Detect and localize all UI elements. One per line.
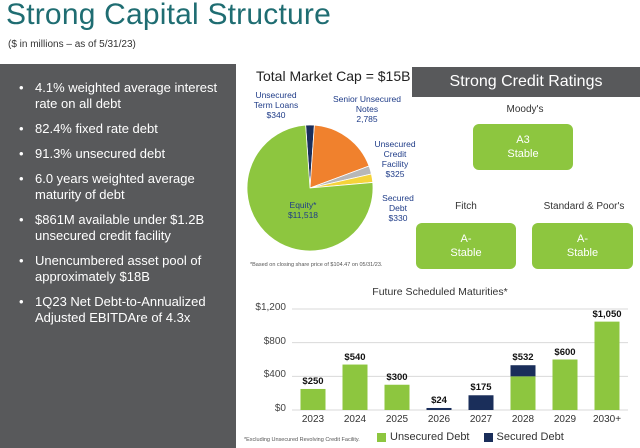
rating-outlook: Stable [450,247,482,259]
legend-label-unsecured: Unsecured Debt [390,431,470,443]
highlight-item: $861M available under $1.2B unsecured cr… [19,212,232,244]
bar-value-label: $600 [554,346,576,358]
bar-secured-debt [510,365,536,377]
bar-value-label: $1,050 [592,308,622,320]
agency-name-sp: Standard & Poor's [543,201,625,212]
rating-value: A- [577,233,588,245]
bar-unsecured-debt [300,388,326,410]
bar-unsecured-debt [594,321,620,410]
rating-value: A3 [516,134,530,146]
highlight-item: 1Q23 Net Debt-to-Annualized Adjusted EBI… [19,294,232,326]
bar-unsecured-debt [384,384,410,410]
highlight-item: 91.3% unsecured debt [19,146,232,162]
bar-value-label: $175 [470,382,492,394]
highlight-item: 82.4% fixed rate debt [19,121,232,137]
pie-label-equity: Equity* $11,518 [287,200,319,220]
chart-legend: Unsecured Debt Secured Debt [377,431,564,443]
x-tick-label: 2025 [385,414,409,425]
pie-label-senior-notes: Senior Unsecured Notes 2,785 [332,94,402,124]
ratings-header: Strong Credit Ratings [412,67,640,97]
highlight-item: 4.1% weighted average interest rate on a… [19,80,232,112]
market-cap-title: Total Market Cap = $15B [256,68,411,84]
rating-box-fitch: A- Stable [416,223,516,269]
page-subtitle: ($ in millions – as of 5/31/23) [8,39,136,50]
x-tick-label: 2030+ [592,414,622,425]
pie-label-secured-debt: Secured Debt $330 [382,193,414,223]
rating-outlook: Stable [566,247,599,259]
legend-swatch-secured [483,432,493,442]
y-tick-label: $400 [263,369,286,381]
highlights-list: 4.1% weighted average interest rate on a… [19,80,232,335]
agency-name-moodys: Moody's [506,104,544,115]
x-tick-label: 2023 [301,414,325,425]
legend-label-secured: Secured Debt [496,431,564,443]
pie-label-credit-facility: Unsecured Credit Facility $325 [374,139,416,179]
chart-footnote: *Excluding Unsecured Revolving Credit Fa… [244,437,360,443]
highlights-panel: 4.1% weighted average interest rate on a… [0,64,236,448]
pie-label-term-loans: Unsecured Term Loans $340 [253,90,299,120]
rating-box-sp: A- Stable [532,223,633,269]
bar-value-label: $24 [431,394,447,406]
highlight-item: 6.0 years weighted average maturity of d… [19,171,232,203]
legend-swatch-unsecured [377,432,386,442]
x-tick-label: 2027 [469,414,493,425]
bar-unsecured-debt [342,364,368,410]
bar-unsecured-debt [552,359,578,410]
bar-value-label: $540 [344,351,366,363]
x-tick-label: 2026 [427,414,451,425]
y-tick-label: $800 [263,335,286,347]
x-tick-label: 2028 [511,414,535,425]
bar-value-label: $532 [512,352,534,364]
y-tick-label: $1,200 [255,302,286,313]
bar-secured-debt [468,395,494,410]
x-tick-label: 2029 [553,414,577,425]
rating-box-moodys: A3 Stable [473,124,573,170]
agency-name-fitch: Fitch [455,201,477,212]
bar-unsecured-debt [510,376,536,410]
highlight-item: Unencumbered asset pool of approximately… [19,253,232,285]
bar-secured-debt [426,407,452,410]
rating-value: A- [460,233,472,245]
bar-value-label: $250 [302,375,324,387]
y-tick-label: $0 [274,403,286,414]
x-tick-label: 2024 [343,414,367,425]
page-title: Strong Capital Structure [6,0,331,31]
bar-value-label: $300 [386,371,408,383]
market-cap-footnote: *Based on closing share price of $104.47… [250,262,383,268]
rating-outlook: Stable [507,148,539,160]
maturities-chart-title: Future Scheduled Maturities* [372,286,508,298]
